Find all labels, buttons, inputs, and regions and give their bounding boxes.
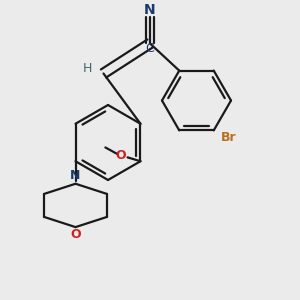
Text: N: N — [70, 169, 81, 182]
Text: O: O — [70, 228, 81, 241]
Text: Br: Br — [221, 131, 237, 144]
Text: C: C — [146, 41, 154, 55]
Text: H: H — [83, 61, 93, 75]
Text: N: N — [144, 3, 156, 17]
Text: O: O — [116, 149, 126, 162]
